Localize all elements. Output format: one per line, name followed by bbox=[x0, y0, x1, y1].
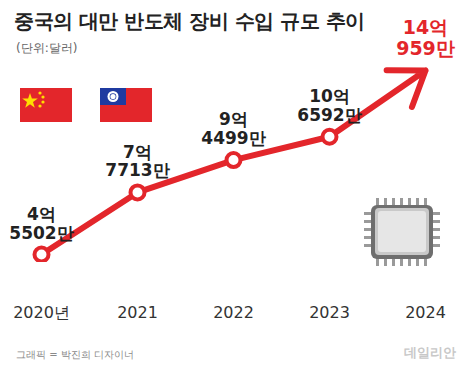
svg-text:10억6592만: 10억6592만 bbox=[297, 86, 361, 125]
svg-text:2022: 2022 bbox=[213, 303, 254, 322]
svg-text:4억5502만: 4억5502만 bbox=[9, 204, 73, 243]
svg-text:2020년: 2020년 bbox=[13, 303, 70, 322]
svg-text:2023: 2023 bbox=[309, 303, 350, 322]
svg-text:7억7713만: 7억7713만 bbox=[105, 142, 169, 181]
svg-text:9억4499만: 9억4499만 bbox=[201, 109, 265, 148]
html-text:(단위:달러): (단위:달러) bbox=[16, 41, 78, 55]
html-text:그래픽 = 박진희 디자이너: 그래픽 = 박진희 디자이너 bbox=[16, 349, 134, 360]
svg-text:2024: 2024 bbox=[405, 303, 446, 322]
svg-text:2021: 2021 bbox=[117, 303, 158, 322]
svg-text:14억959만: 14억959만 bbox=[396, 16, 455, 59]
html-text:중국의 대만 반도체 장비 수입 규모 추이: 중국의 대만 반도체 장비 수입 규모 추이 bbox=[14, 9, 365, 33]
html-text:데일리안: 데일리안 bbox=[404, 345, 456, 360]
